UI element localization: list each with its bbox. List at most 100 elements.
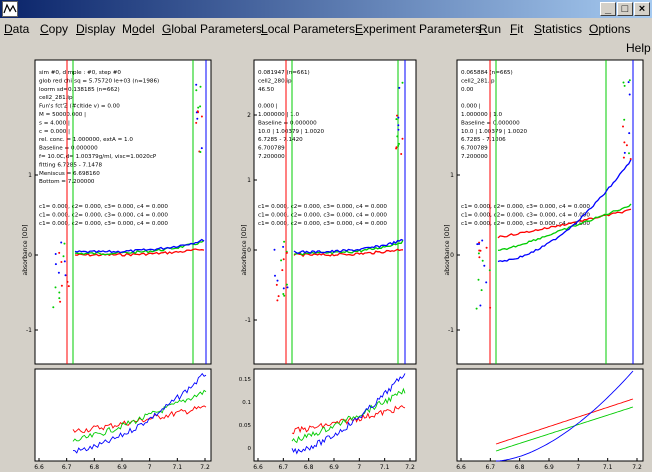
menu-statistics[interactable]: Statistics — [534, 22, 583, 36]
fit-info-line: Baseline = 0.000000 — [258, 120, 317, 126]
fit-info-line: 7.200000 — [461, 154, 488, 160]
residual-y-tick-label: 0.15 — [239, 377, 252, 383]
data-point — [57, 271, 60, 274]
fit-info-line: M = 50000.000 | — [39, 112, 86, 118]
plot-panel-2: 0.081947 (n=661) cell2_280.ip 46.50 0.000 |… — [239, 59, 417, 471]
data-point — [281, 269, 284, 272]
data-point — [195, 121, 198, 124]
data-point — [480, 289, 483, 292]
y-tick-label: 1 — [28, 172, 32, 179]
menu-copy[interactable]: Copy — [40, 22, 69, 36]
coef-line: c1= 0.000, c2= 0.000, c3= 0.000, c4 = 0.… — [39, 204, 168, 210]
app-icon[interactable] — [2, 1, 18, 17]
y-tick-label: 1 — [450, 172, 454, 179]
fit-info-line: glob red chi(sq = 5.75720 le+03 (n=1986) — [39, 78, 159, 84]
fit-info-line: 10.0 | 1.00379 | 1.0020 — [258, 129, 324, 135]
y-axis-label: absorbance [OD] — [444, 225, 451, 276]
data-point — [54, 286, 57, 289]
menu-model[interactable]: Model — [122, 22, 155, 36]
menu-data[interactable]: Data — [4, 22, 30, 36]
title-bar: _ □ × — [0, 0, 652, 18]
data-point — [58, 291, 61, 294]
data-trace — [293, 238, 404, 254]
menu-options[interactable]: Options — [589, 22, 631, 36]
data-point — [623, 84, 626, 87]
data-point — [622, 81, 625, 84]
fit-info-line: 0.065884 (n=665) — [461, 70, 513, 76]
fit-info-line: 1.000000 | 1.0 — [258, 112, 299, 118]
data-trace — [293, 248, 404, 258]
y-tick-label: -1 — [245, 317, 251, 324]
data-point — [282, 287, 285, 290]
data-trace — [74, 248, 205, 257]
data-point — [63, 242, 66, 245]
menu-run[interactable]: Run — [479, 22, 502, 36]
data-point — [485, 281, 488, 284]
x-tick-label: 6.8 — [90, 464, 100, 471]
maximize-button[interactable]: □ — [617, 2, 633, 16]
minimize-button[interactable]: _ — [600, 2, 616, 16]
x-tick-label: 7 — [576, 464, 580, 471]
data-point — [195, 89, 198, 92]
menu-fit[interactable]: Fit — [510, 22, 524, 36]
data-point — [481, 259, 484, 262]
fit-info-line: 0.081947 (n=661) — [258, 70, 310, 76]
menu-global-parameters[interactable]: Global Parameters — [162, 22, 263, 36]
data-point — [400, 153, 403, 155]
residual-plot-frame — [34, 368, 212, 462]
data-point — [401, 137, 404, 140]
data-point — [199, 85, 202, 88]
fit-info-line: fitting 6.7285 - 7.1478 — [39, 162, 102, 168]
residual-plot-frame — [253, 368, 417, 462]
data-point — [628, 132, 631, 135]
data-point — [276, 279, 279, 282]
y-axis-label: absorbance [OD] — [241, 225, 248, 276]
data-point — [476, 243, 479, 246]
fit-info-line: 46.50 — [258, 87, 274, 93]
data-point — [197, 106, 200, 109]
data-point — [59, 300, 62, 303]
x-tick-label: 6.7 — [486, 464, 496, 471]
data-point — [277, 295, 280, 298]
data-point — [275, 283, 278, 286]
data-trace — [497, 159, 632, 263]
coef-line: c1= 0.000, c2= 0.000, c3= 0.000, c4 = 0.… — [461, 204, 590, 210]
plot-panel-1: sim #0, dimple : #0, step #0 glob red chi… — [22, 59, 212, 471]
menu-experiment-parameters[interactable]: Experiment Parameters — [355, 22, 482, 36]
data-point — [488, 269, 491, 272]
data-point — [627, 81, 630, 84]
data-trace — [497, 203, 632, 252]
data-point — [623, 141, 626, 144]
data-point — [54, 253, 57, 255]
plot-canvas: sim #0, dimple : #0, step #0 glob red chi… — [22, 59, 644, 471]
coef-line: c1= 0.000, c2= 0.000, c3= 0.000, c4 = 0.… — [39, 212, 168, 218]
data-point — [398, 86, 401, 89]
data-point — [199, 105, 202, 108]
fit-info-line: sim #0, dimple : #0, step #0 — [39, 70, 121, 76]
data-point — [282, 245, 285, 248]
data-point — [64, 274, 67, 277]
data-point — [67, 285, 70, 288]
fit-info-line: 0.00 — [461, 87, 474, 93]
y-tick-label: 2 — [247, 112, 251, 119]
menu-help[interactable]: Help — [626, 41, 651, 55]
x-tick-label: 7.2 — [405, 464, 415, 471]
fit-info-line: 6.7285 - 7.1006 — [461, 137, 506, 143]
close-button[interactable]: × — [634, 2, 650, 16]
residual-trace — [72, 372, 207, 454]
main-plot-frame — [253, 59, 417, 365]
residual-trace — [495, 398, 634, 445]
data-point — [623, 151, 626, 154]
data-point — [623, 118, 626, 121]
menu-display[interactable]: Display — [76, 22, 116, 36]
menu-local-parameters[interactable]: Local Parameters — [261, 22, 356, 36]
data-point — [475, 307, 478, 310]
fit-info-line: 6.7285 - 7.1420 — [258, 137, 303, 143]
data-point — [477, 278, 480, 281]
data-point — [58, 251, 61, 254]
x-tick-label: 6.8 — [304, 464, 314, 471]
data-point — [273, 248, 276, 251]
x-tick-label: 7.1 — [603, 464, 613, 471]
coef-line: c1= 0.000, c2= 0.000, c3= 0.000, c4 = 0.… — [39, 221, 168, 227]
data-point — [60, 284, 63, 287]
